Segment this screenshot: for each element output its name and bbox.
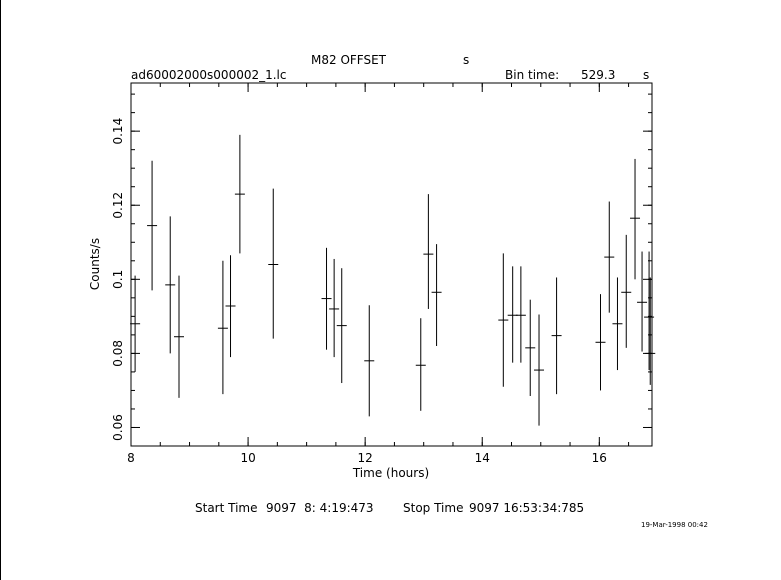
object-title: M82 OFFSET bbox=[311, 53, 387, 67]
y-tick-label: 0.1 bbox=[111, 270, 125, 289]
file-name: ad60002000s000002_1.lc bbox=[131, 68, 287, 82]
data-point bbox=[217, 260, 228, 395]
start-time-value: 9097 8: 4:19:473 bbox=[266, 501, 374, 515]
data-point bbox=[268, 188, 279, 339]
data-point bbox=[604, 201, 615, 313]
data-point bbox=[525, 299, 536, 396]
data-point bbox=[644, 251, 655, 371]
data-point bbox=[174, 275, 185, 398]
data-point bbox=[329, 258, 340, 358]
y-tick-label: 0.14 bbox=[111, 118, 125, 145]
data-point bbox=[595, 294, 606, 391]
data-point bbox=[515, 266, 526, 363]
timestamp: 19-Mar-1998 00:42 bbox=[641, 521, 708, 529]
y-tick-label: 0.12 bbox=[111, 192, 125, 219]
data-point bbox=[621, 234, 632, 348]
x-axis-label: Time (hours) bbox=[352, 466, 429, 480]
data-point bbox=[534, 314, 545, 426]
data-point bbox=[630, 158, 641, 280]
bin-time-value: 529.3 bbox=[581, 68, 616, 82]
data-point bbox=[415, 318, 426, 411]
data-point bbox=[336, 268, 347, 384]
y-tick-label: 0.08 bbox=[111, 340, 125, 367]
data-point bbox=[551, 277, 562, 395]
x-tick-label: 16 bbox=[592, 451, 607, 465]
y-tick-label: 0.06 bbox=[111, 414, 125, 441]
x-tick-label: 14 bbox=[475, 451, 490, 465]
data-point bbox=[364, 305, 375, 417]
data-point bbox=[234, 134, 245, 254]
x-tick-label: 10 bbox=[240, 451, 255, 465]
data-point bbox=[165, 216, 176, 354]
data-point bbox=[637, 251, 648, 352]
x-tick-label: 8 bbox=[127, 451, 135, 465]
data-point bbox=[225, 255, 236, 358]
data-point bbox=[645, 277, 656, 385]
data-point bbox=[498, 253, 509, 387]
data-point bbox=[612, 277, 623, 371]
x-tick-label: 12 bbox=[358, 451, 373, 465]
data-point bbox=[147, 160, 158, 291]
plot-frame bbox=[130, 82, 653, 447]
y-axis-label: Counts/s bbox=[88, 238, 102, 290]
data-point bbox=[431, 244, 442, 346]
data-point bbox=[321, 247, 332, 350]
title-unit: s bbox=[463, 53, 470, 67]
data-point bbox=[423, 194, 434, 309]
bin-time-unit: s bbox=[643, 68, 650, 82]
stop-time-label: Stop Time bbox=[403, 501, 464, 515]
start-time-label: Start Time bbox=[195, 501, 258, 515]
bin-time-label: Bin time: bbox=[505, 68, 560, 82]
left-border-line bbox=[0, 0, 1, 580]
data-point bbox=[507, 266, 518, 363]
stop-time-value: 9097 16:53:34:785 bbox=[469, 501, 585, 515]
data-point bbox=[130, 275, 141, 372]
